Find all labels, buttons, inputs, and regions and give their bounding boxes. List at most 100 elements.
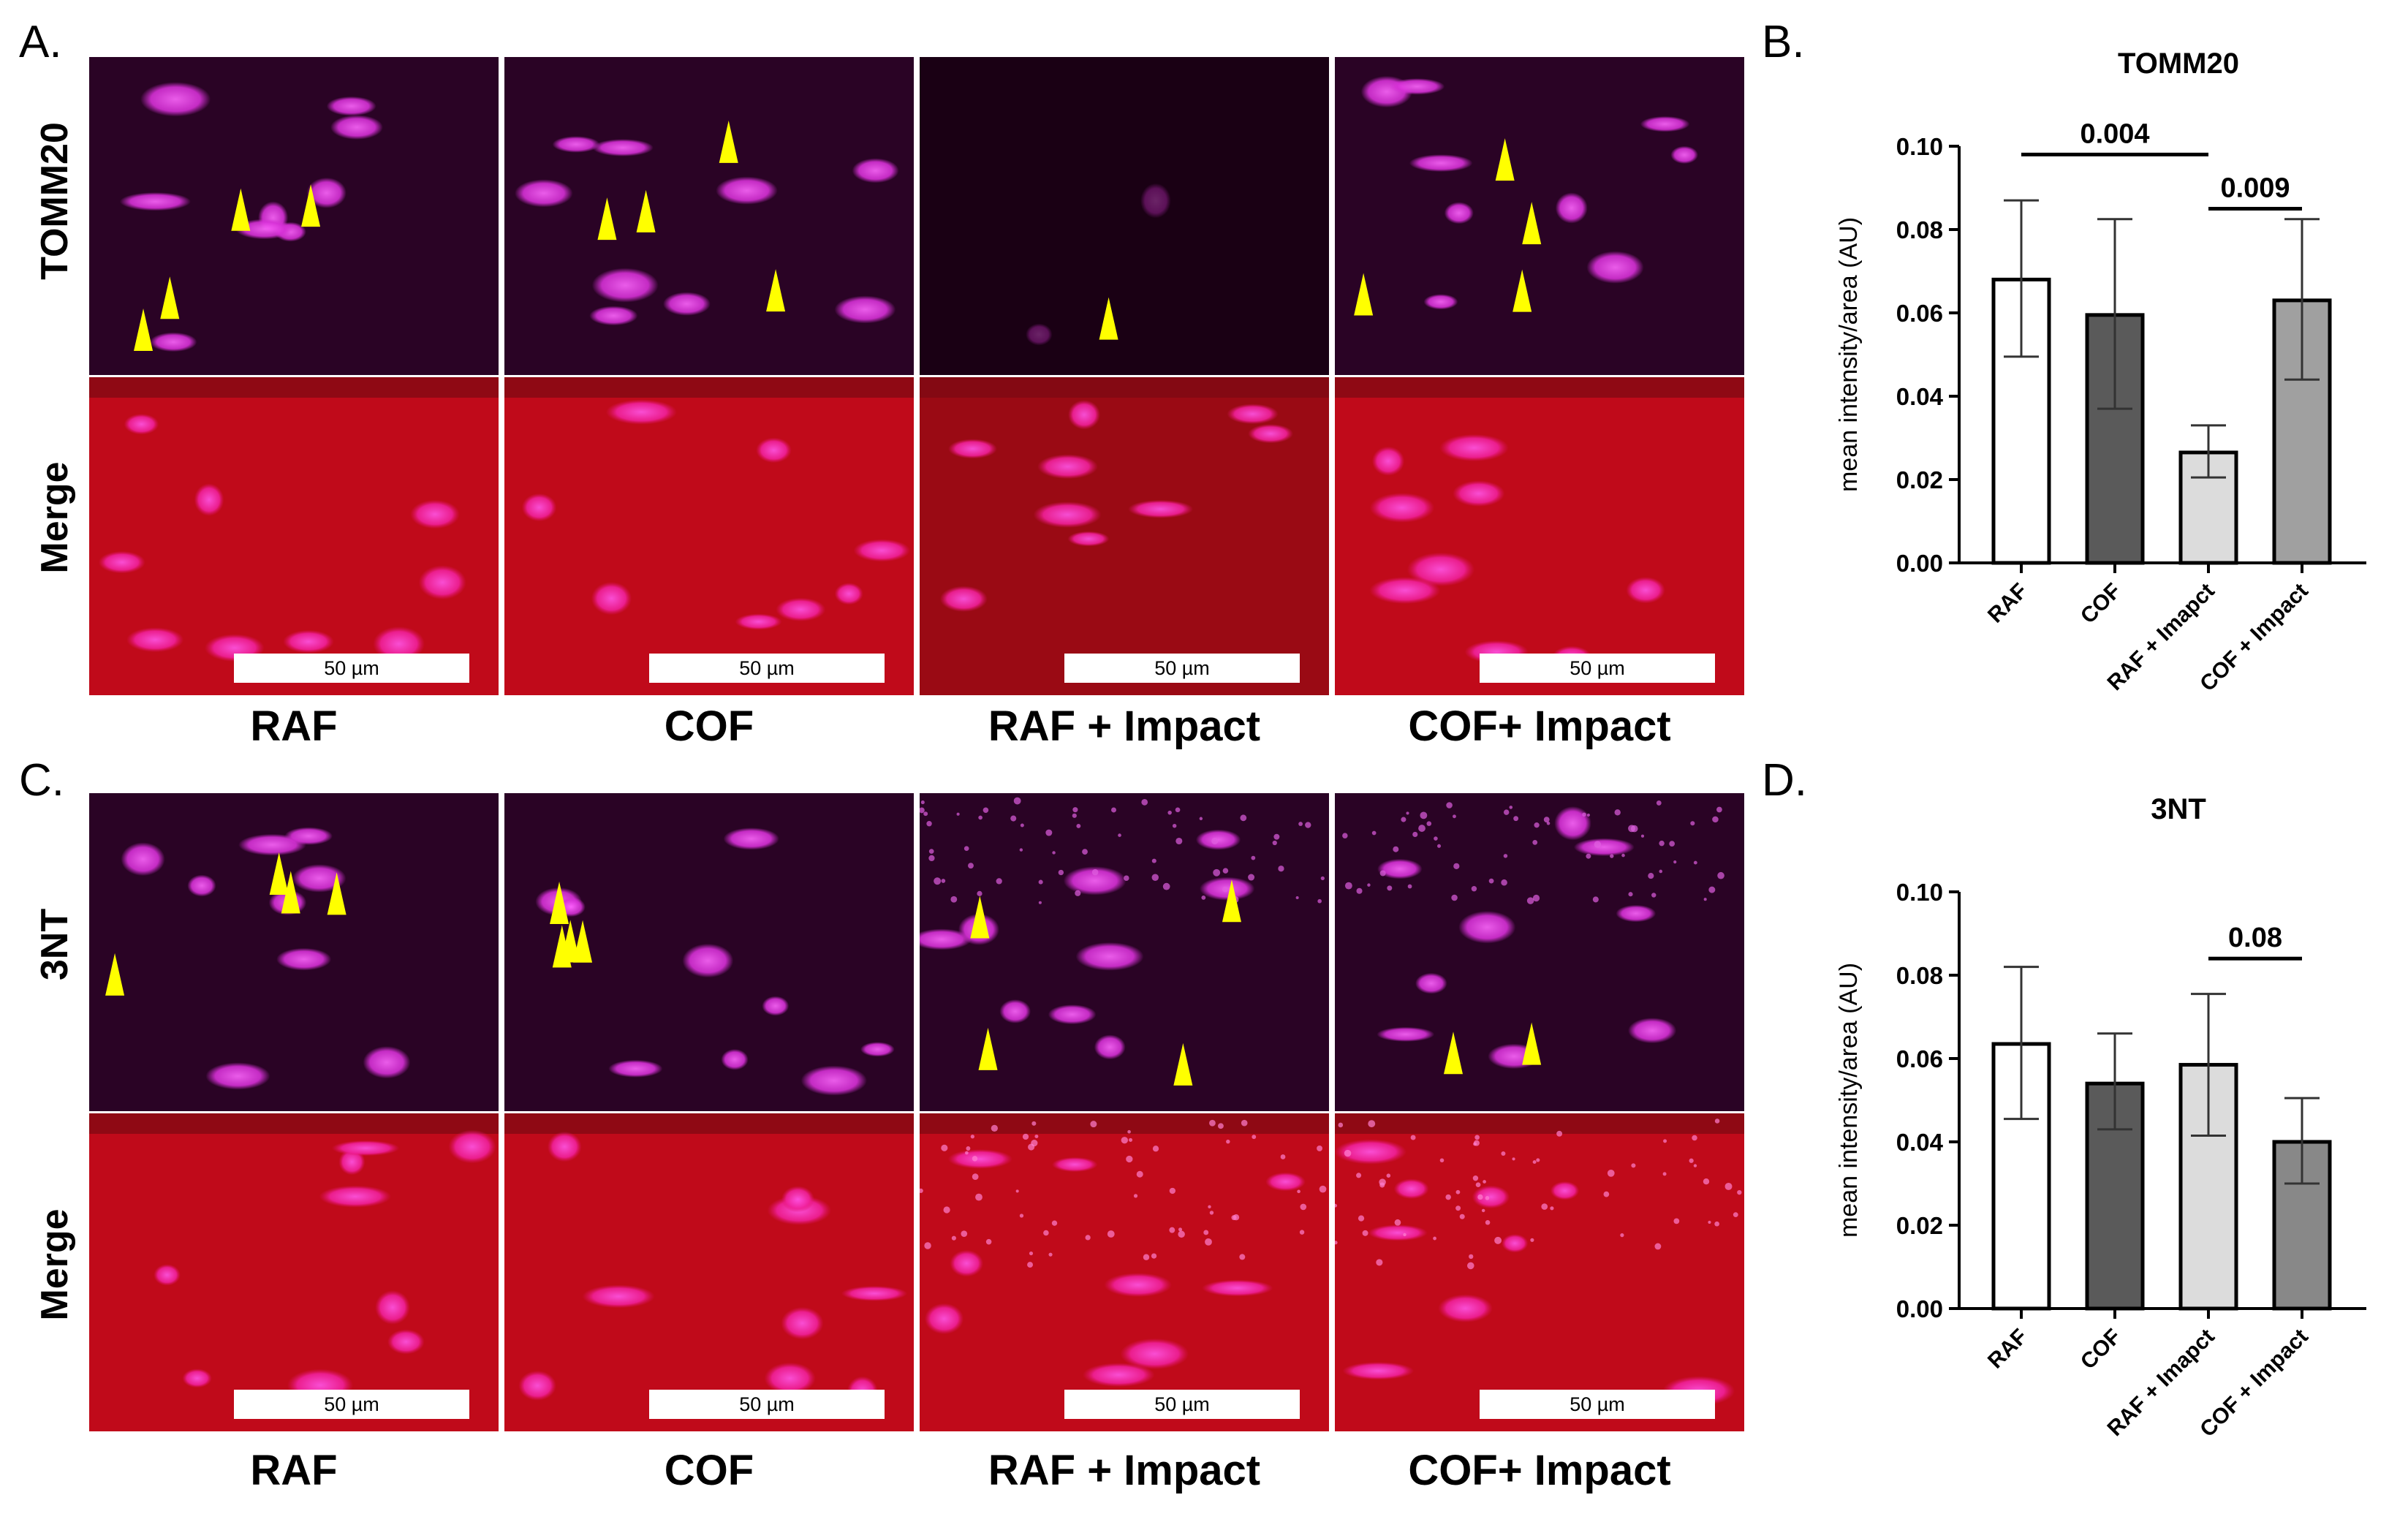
cell-nucleus: [1550, 1181, 1580, 1200]
cell-nucleus: [1082, 1363, 1155, 1387]
speckle: [1512, 1157, 1515, 1161]
tile-background: [920, 57, 1329, 375]
stain-image: [1335, 57, 1744, 375]
arrowhead-icon: [636, 189, 656, 232]
speckle: [1477, 1194, 1483, 1200]
speckle: [1273, 833, 1280, 840]
speckle: [1379, 1182, 1385, 1188]
speckle: [1708, 886, 1716, 893]
cell-nucleus: [1051, 1156, 1098, 1173]
cell-nucleus: [121, 842, 165, 877]
speckle: [1501, 1151, 1506, 1156]
speckle: [1151, 874, 1159, 881]
speckle: [1300, 1203, 1307, 1211]
speckle: [941, 1144, 948, 1151]
stain-image: [920, 57, 1329, 375]
speckle: [1175, 807, 1181, 813]
speckle: [1420, 811, 1428, 819]
cell-nucleus: [375, 1290, 411, 1325]
y-tick-label: 0.06: [1896, 1045, 1943, 1072]
x-tick-label: COF: [2076, 1325, 2126, 1374]
cell-nucleus: [950, 1249, 984, 1277]
arrowhead-icon: [231, 188, 251, 231]
speckle: [1724, 1182, 1733, 1190]
speckle: [1127, 1129, 1131, 1134]
speckle: [1199, 817, 1203, 820]
scale-bar: 50 µm: [1064, 1390, 1300, 1419]
speckle: [1532, 894, 1540, 902]
arrowhead-icon: [105, 953, 125, 996]
cell-nucleus: [592, 139, 654, 156]
speckle: [1526, 897, 1534, 904]
arrowhead-icon: [1512, 269, 1532, 312]
speckle: [956, 812, 960, 816]
speckle: [1379, 870, 1386, 877]
speckle: [1272, 840, 1277, 846]
cell-nucleus: [205, 1062, 270, 1090]
cell-nucleus: [1502, 1234, 1529, 1253]
scale-bar: 50 µm: [234, 654, 469, 683]
speckle: [1614, 809, 1621, 816]
speckle: [1141, 798, 1148, 806]
cell-nucleus: [319, 1185, 392, 1208]
speckle: [1659, 840, 1665, 847]
speckle: [950, 896, 958, 903]
speckle: [1222, 886, 1228, 893]
speckle: [1222, 868, 1229, 874]
speckle: [1031, 1121, 1037, 1126]
speckle: [1178, 1230, 1185, 1238]
cell-nucleus: [735, 613, 782, 630]
cell-nucleus: [387, 1329, 425, 1355]
speckle: [1241, 1119, 1248, 1127]
cell-nucleus: [781, 1306, 824, 1340]
cell-nucleus: [781, 1186, 815, 1213]
speckle: [1455, 1205, 1461, 1211]
tissue-edge: [1335, 377, 1744, 398]
y-tick-label: 0.00: [1896, 1295, 1943, 1322]
cell-nucleus: [1640, 116, 1690, 132]
speckle: [1401, 817, 1406, 822]
cell-nucleus: [1026, 323, 1053, 346]
y-tick-label: 0.04: [1896, 383, 1944, 410]
speckle: [1013, 797, 1021, 805]
cell-nucleus: [1444, 202, 1474, 224]
speckle: [1386, 1173, 1391, 1178]
speckle: [1582, 812, 1586, 817]
cell-nucleus: [947, 1149, 1013, 1169]
speckle: [1251, 855, 1256, 860]
speckle: [934, 877, 942, 885]
speckle: [1121, 1137, 1129, 1144]
cell-nucleus: [589, 306, 638, 326]
speckle: [1530, 1238, 1534, 1242]
speckle: [1714, 1118, 1720, 1124]
cell-nucleus: [1616, 904, 1657, 923]
speckle: [1532, 1160, 1537, 1165]
arrowhead-icon: [719, 120, 738, 163]
merge-image: 50 µm: [1335, 1113, 1744, 1431]
scale-bar: 50 µm: [649, 654, 885, 683]
arrowhead-icon: [1495, 138, 1515, 181]
speckle: [1592, 896, 1599, 903]
cell-nucleus: [1368, 1224, 1428, 1241]
speckle: [975, 1193, 982, 1201]
group-label-c-raf: RAF: [250, 1447, 338, 1494]
speckle: [1714, 1221, 1719, 1227]
cell-nucleus: [1409, 154, 1473, 173]
speckle: [1211, 837, 1219, 845]
speckle: [1393, 846, 1399, 852]
speckle: [1737, 1190, 1742, 1195]
speckle: [1231, 1215, 1237, 1221]
scale-bar: 50 µm: [1480, 654, 1715, 683]
arrowhead-icon: [134, 308, 154, 351]
speckle: [1640, 834, 1645, 838]
cell-nucleus: [126, 627, 184, 653]
speckle: [924, 1242, 931, 1249]
speckle: [1111, 807, 1116, 813]
y-tick-label: 0.10: [1896, 879, 1943, 906]
speckle: [1015, 1189, 1019, 1193]
cell-nucleus: [284, 827, 333, 845]
speckle: [1151, 858, 1156, 863]
cell-nucleus: [776, 597, 826, 621]
speckle: [1203, 1230, 1209, 1235]
arrowhead-icon: [1173, 1042, 1193, 1086]
